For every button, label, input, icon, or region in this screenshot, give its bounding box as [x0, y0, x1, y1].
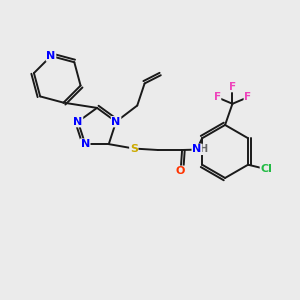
Text: F: F [229, 82, 236, 92]
Text: H: H [199, 144, 207, 154]
Text: F: F [214, 92, 221, 102]
Text: F: F [244, 92, 251, 102]
Text: N: N [73, 117, 83, 127]
Text: N: N [81, 139, 90, 149]
Text: N: N [192, 144, 201, 154]
Text: N: N [111, 117, 121, 127]
Text: S: S [130, 143, 138, 154]
Text: N: N [46, 51, 56, 61]
Text: O: O [176, 166, 185, 176]
Text: Cl: Cl [260, 164, 272, 174]
